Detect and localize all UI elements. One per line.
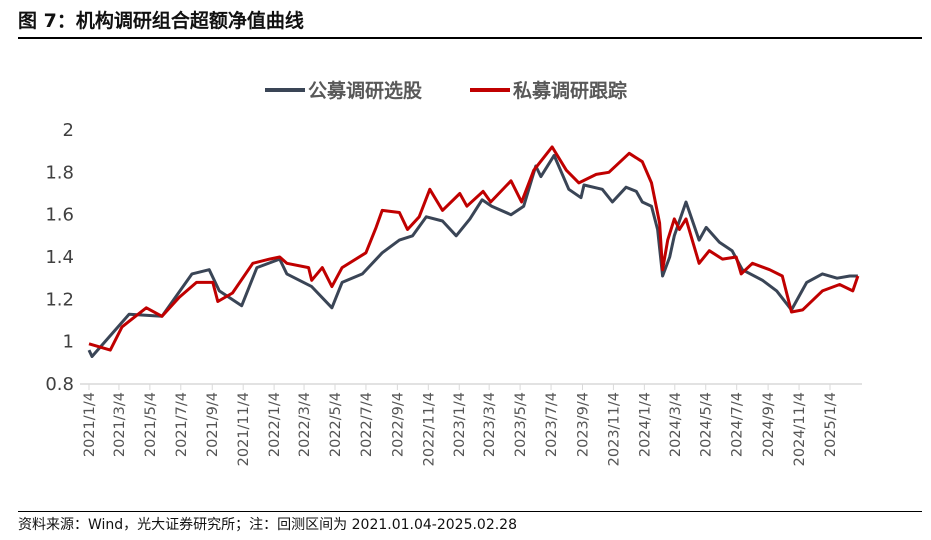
x-tick-label: 2023/1/4	[452, 392, 468, 457]
x-tick-label: 2024/3/4	[668, 392, 684, 457]
footer-rule	[18, 511, 922, 512]
x-tick-label: 2024/5/4	[699, 392, 715, 457]
legend-label: 公募调研选股	[308, 80, 422, 102]
x-tick-label: 2021/9/4	[205, 392, 221, 457]
x-tick-label: 2023/3/4	[482, 392, 498, 457]
x-tick-label: 2023/11/4	[606, 392, 622, 466]
x-tick-label: 2021/5/4	[143, 392, 159, 457]
x-tick-label: 2021/7/4	[174, 392, 190, 457]
x-tick-label: 2021/1/4	[82, 392, 98, 457]
title-rule	[18, 37, 922, 39]
series-line-1	[87, 153, 858, 358]
x-tick-label: 2022/7/4	[359, 392, 375, 457]
y-tick-label: 1.6	[45, 205, 74, 226]
x-tick-label: 2024/1/4	[637, 392, 653, 457]
y-tick-label: 2	[63, 120, 74, 141]
x-tick-label: 2022/1/4	[267, 392, 283, 457]
y-tick-label: 1.8	[45, 162, 74, 183]
x-tick-label: 2023/7/4	[544, 392, 560, 457]
x-tick-label: 2021/11/4	[236, 392, 252, 466]
x-tick-label: 2022/5/4	[328, 392, 344, 457]
x-tick-label: 2023/9/4	[575, 392, 591, 457]
x-tick-label: 2023/5/4	[513, 392, 529, 457]
x-tick-label: 2022/3/4	[297, 392, 313, 457]
x-tick-label: 2024/7/4	[730, 392, 746, 457]
y-tick-label: 1.4	[45, 247, 74, 268]
series-line-2	[88, 145, 860, 352]
x-tick-label: 2025/1/4	[823, 392, 839, 457]
x-tick-label: 2022/9/4	[390, 392, 406, 457]
legend-label: 私募调研跟踪	[513, 79, 627, 102]
x-tick-label: 2021/3/4	[112, 392, 128, 457]
y-tick-label: 0.8	[45, 374, 74, 395]
figure-title: 图 7：机构调研组合超额净值曲线	[18, 10, 304, 32]
x-tick-label: 2024/9/4	[761, 392, 777, 457]
y-tick-label: 1	[63, 332, 74, 353]
x-tick-label: 2022/11/4	[421, 392, 437, 466]
x-tick-label: 2024/11/4	[792, 392, 808, 466]
y-tick-label: 1.2	[45, 289, 74, 310]
source-note: 资料来源：Wind，光大证券研究所；注：回测区间为 2021.01.04-202…	[18, 517, 518, 533]
